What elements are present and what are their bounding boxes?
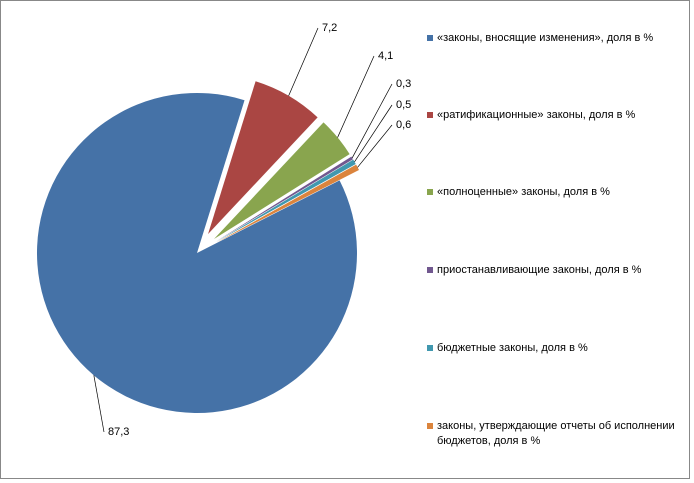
legend-swatch (427, 112, 433, 118)
data-label: 7,2 (322, 22, 337, 34)
legend-label: законы, утверждающие отчеты об исполнени… (437, 420, 675, 447)
legend-label: бюджетные законы, доля в % (437, 342, 588, 354)
pie-slice (213, 122, 350, 240)
legend-swatch (427, 189, 433, 195)
pie-slice (215, 156, 353, 242)
leader-line (337, 55, 375, 138)
legend-label: «ратификационные» законы, доля в % (437, 109, 636, 121)
leader-line (357, 124, 393, 168)
leader-line (351, 83, 393, 159)
data-label: 0,5 (396, 99, 411, 111)
legend-label: приостанавливающие законы, доля в % (437, 264, 642, 276)
legend-label: «полноценные» законы, доля в % (437, 186, 610, 198)
data-label: 4,1 (378, 50, 393, 62)
pie-slice (36, 93, 357, 414)
pie-slice (216, 164, 359, 243)
pie-slice (216, 159, 356, 242)
data-label: 0,6 (396, 119, 411, 131)
legend-swatch (427, 35, 433, 41)
pie-slice (208, 81, 318, 234)
data-label: 0,3 (396, 78, 411, 90)
legend-swatch (427, 267, 433, 273)
leader-line (288, 27, 319, 96)
leader-line (93, 375, 105, 433)
legend-swatch (427, 345, 433, 351)
legend-swatch (427, 423, 433, 429)
legend-label: «законы, вносящие изменения», доля в % (437, 32, 654, 44)
leader-line (354, 104, 393, 163)
data-label: 87,3 (108, 426, 129, 438)
